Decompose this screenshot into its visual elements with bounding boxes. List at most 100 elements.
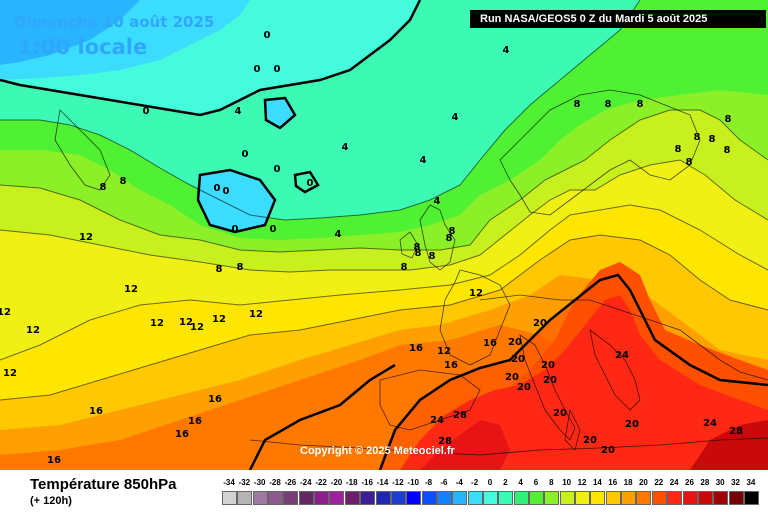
scale-swatch: [728, 491, 744, 505]
isotherm-label: 12: [249, 309, 263, 320]
isotherm-label: 0: [264, 30, 271, 41]
scale-swatch: [436, 491, 452, 505]
isotherm-label: 20: [625, 419, 639, 430]
scale-label: 32: [731, 478, 740, 487]
isotherm-label: 8: [694, 132, 701, 143]
isotherm-label: 20: [553, 408, 567, 419]
isotherm-label: 0: [274, 64, 281, 75]
scale-swatch: [667, 491, 683, 505]
isotherm-label: 16: [483, 338, 497, 349]
isotherm-label: 8: [446, 233, 453, 244]
scale-swatch: [575, 491, 591, 505]
isotherm-label: 8: [401, 262, 408, 273]
isotherm-label: 8: [216, 264, 223, 275]
isotherm-label: 12: [469, 288, 483, 299]
isotherm-label: 12: [79, 232, 93, 243]
scale-swatch: [237, 491, 253, 505]
model-run-info: Run NASA/GEOS5 0 Z du Mardi 5 août 2025: [470, 10, 766, 28]
scale-swatch: [713, 491, 729, 505]
isotherm-label: 12: [179, 317, 193, 328]
scale-swatch: [697, 491, 713, 505]
isotherm-label: 24: [703, 418, 717, 429]
scale-swatch: [314, 491, 330, 505]
isotherm-label: 12: [212, 314, 226, 325]
scale-label: 0: [487, 478, 493, 487]
color-scale-swatches: [222, 491, 762, 505]
scale-label: 2: [503, 478, 508, 487]
scale-label: -14: [376, 478, 389, 487]
isotherm-label: 20: [508, 337, 522, 348]
isotherm-label: 12: [3, 368, 17, 379]
isotherm-label: 8: [429, 251, 436, 262]
scale-swatch: [559, 491, 575, 505]
isotherm-label: 4: [235, 106, 242, 117]
scale-swatch: [605, 491, 621, 505]
isotherm-label: 0: [270, 224, 277, 235]
isotherm-label: 4: [335, 229, 342, 240]
scale-label: -8: [424, 478, 433, 487]
isotherm-label: 20: [533, 318, 547, 329]
scale-swatch: [252, 491, 268, 505]
scale-swatch: [360, 491, 376, 505]
scale-swatch: [390, 491, 406, 505]
scale-label: 4: [518, 478, 523, 487]
isotherm-label: 0: [232, 224, 239, 235]
scale-label: -22: [315, 478, 327, 487]
scale-swatch: [651, 491, 667, 505]
isotherm-label: 20: [541, 360, 555, 371]
scale-swatch: [298, 491, 314, 505]
isotherm-label: 20: [517, 382, 531, 393]
cold-pool: [198, 170, 275, 232]
isotherm-label: 4: [434, 196, 441, 207]
scale-swatch: [452, 491, 468, 505]
scale-label: 12: [577, 478, 587, 487]
scale-label: 34: [746, 478, 756, 487]
scale-label: 10: [562, 478, 572, 487]
scale-swatch: [421, 491, 437, 505]
scale-label: 28: [700, 478, 710, 487]
isotherm-label: 16: [444, 360, 458, 371]
isotherm-label: 4: [452, 112, 459, 123]
scale-swatch: [268, 491, 284, 505]
copyright-notice: Copyright © 2025 Meteociel.fr: [300, 445, 455, 457]
isotherm-label: 8: [414, 242, 421, 253]
isotherm-label: 8: [709, 134, 716, 145]
forecast-date: Dimanche 10 août 2025: [14, 13, 215, 31]
isotherm-label: 8: [675, 144, 682, 155]
scale-swatch: [498, 491, 514, 505]
scale-swatch: [482, 491, 498, 505]
scale-swatch: [743, 491, 759, 505]
scale-swatch: [406, 491, 422, 505]
scale-label: -10: [407, 478, 419, 487]
scale-label: 16: [608, 478, 618, 487]
legend: Température 850hPa (+ 120h) -34 -32 -30 -28…: [0, 470, 768, 512]
isotherm-label: 16: [175, 429, 189, 440]
isotherm-label: 8: [724, 145, 731, 156]
isotherm-label: 4: [503, 45, 510, 56]
scale-label: 26: [685, 478, 694, 487]
isotherm-label: 8: [637, 99, 644, 110]
scale-label: -16: [361, 478, 373, 487]
isotherm-label: 4: [420, 155, 427, 166]
scale-label: 20: [638, 478, 648, 487]
isotherm-label: 20: [505, 372, 519, 383]
isotherm-label: 0: [254, 64, 261, 75]
isotherm-label: 8: [449, 226, 456, 237]
isotherm-label: 20: [601, 445, 615, 456]
scale-label: 6: [533, 478, 539, 487]
isotherm-label: 0: [214, 183, 221, 194]
scale-label: -24: [299, 478, 312, 487]
band-28: [690, 420, 768, 470]
scale-label: -2: [471, 478, 479, 487]
isotherm-label: 20: [511, 354, 525, 365]
isotherm-label: 0: [274, 164, 281, 175]
isotherm-label: 12: [190, 322, 204, 333]
scale-label: 24: [669, 478, 679, 487]
isotherm-label: 16: [208, 394, 222, 405]
isotherm-label: 20: [543, 375, 557, 386]
scale-label: -30: [253, 478, 266, 487]
isotherm-label: 8: [574, 99, 581, 110]
temperature-map: 0 0 0 0 0 0 0 0 0 0 0 4 4 4 4 4 4 4 8 8 8 8 8 8 8 8 8 8 8 8 8 8 8 8 8 8 8 12 1…: [0, 0, 768, 470]
scale-label: 14: [592, 478, 602, 487]
scale-swatch: [513, 491, 529, 505]
